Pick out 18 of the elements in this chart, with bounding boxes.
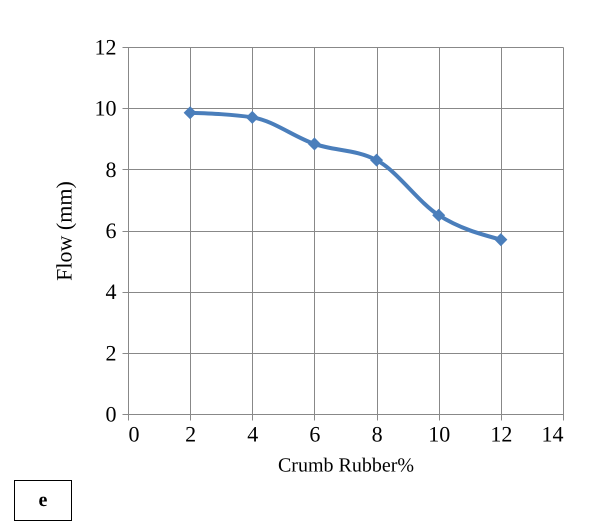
x-tick-label: 4 bbox=[247, 422, 258, 446]
x-tick-label: 0 bbox=[128, 422, 140, 446]
y-axis-title: Flow (mm) bbox=[52, 181, 76, 281]
y-tick-label: 4 bbox=[106, 279, 116, 304]
y-tick-label: 12 bbox=[94, 34, 116, 60]
label-box: e bbox=[14, 480, 72, 521]
y-tick-label: 0 bbox=[106, 402, 116, 426]
x-tick-label: 12 bbox=[490, 422, 512, 446]
x-tick-label: 14 bbox=[542, 422, 564, 446]
y-tick-label: 8 bbox=[106, 156, 116, 182]
y-tick-label: 10 bbox=[94, 96, 116, 121]
x-tick-label: 8 bbox=[372, 422, 383, 446]
y-tick-label: 2 bbox=[106, 340, 116, 366]
x-axis-title: Crumb Rubber% bbox=[278, 454, 414, 476]
x-tick-label: 10 bbox=[428, 422, 450, 446]
y-tick-label: 6 bbox=[106, 218, 116, 243]
x-tick-label: 2 bbox=[185, 422, 196, 446]
x-tick-label: 6 bbox=[309, 422, 320, 446]
